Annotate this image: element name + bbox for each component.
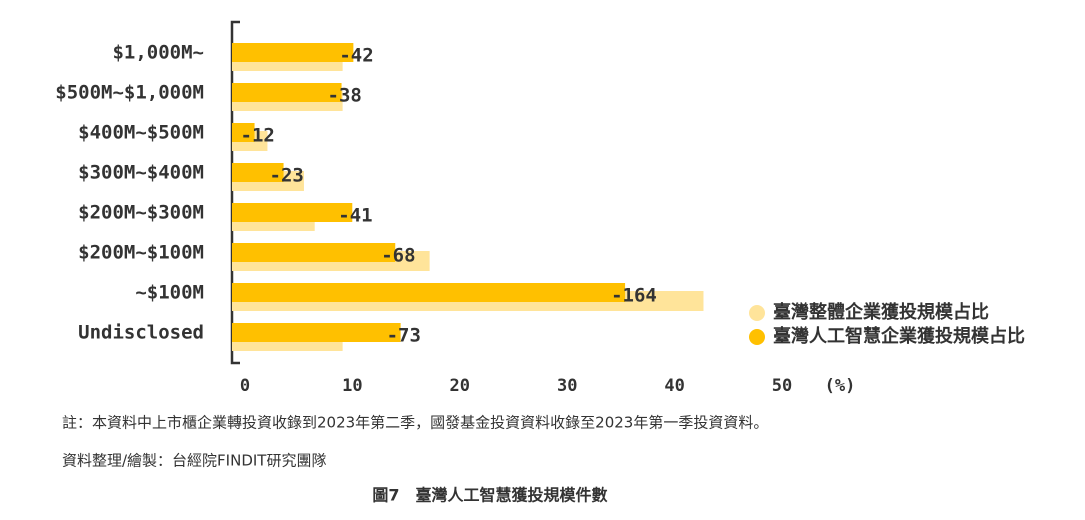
x-tick-label: 10 [342,376,362,396]
y-tick-label: $300M~$400M [78,162,204,184]
y-tick-label: ~$100M [135,282,204,304]
legend-label: 臺灣人工智慧企業獲投規模占比 [773,325,1025,347]
legend-label: 臺灣整體企業獲投規模占比 [773,301,989,323]
y-tick-label: $500M~$1,000M [55,82,204,104]
legend-marker [749,305,765,321]
bar-label: -23 [270,165,304,187]
y-tick-label: Undisclosed [78,322,204,344]
bar [232,83,342,102]
x-tick-label: 0 [240,376,250,396]
note: 註：本資料中上市櫃企業轉投資收錄到2023年第二季，國發基金投資資料收錄至202… [62,414,768,432]
chart-title: 圖7 臺灣人工智慧獲投規模件數 [372,486,607,505]
bar-label: -38 [328,85,362,107]
axis-bracket [230,20,240,365]
bar [232,243,396,262]
note: 資料整理/繪製：台經院FINDIT研究團隊 [62,452,326,470]
y-tick-label: $200M~$100M [78,242,204,264]
bar-label: -68 [381,245,415,267]
bar [232,323,401,342]
x-axis-label: (%) [825,376,856,396]
bar-label: -164 [611,285,657,307]
bar-label: -73 [387,325,421,347]
y-tick-label: $200M~$300M [78,202,204,224]
bar [232,43,354,62]
bar-label: -42 [339,45,373,67]
x-tick-label: 40 [664,376,684,396]
y-tick-label: $400M~$500M [78,122,204,144]
legend-marker [749,329,765,345]
bar-label: -12 [241,125,275,147]
y-tick-label: $1,000M~ [112,42,204,64]
bar [232,123,255,142]
x-tick-label: 50 [772,376,792,396]
x-tick-label: 30 [557,376,577,396]
x-tick-label: 20 [450,376,470,396]
bar-label: -41 [338,205,372,227]
bar [232,203,353,222]
bar [232,283,626,302]
bar [232,163,284,182]
